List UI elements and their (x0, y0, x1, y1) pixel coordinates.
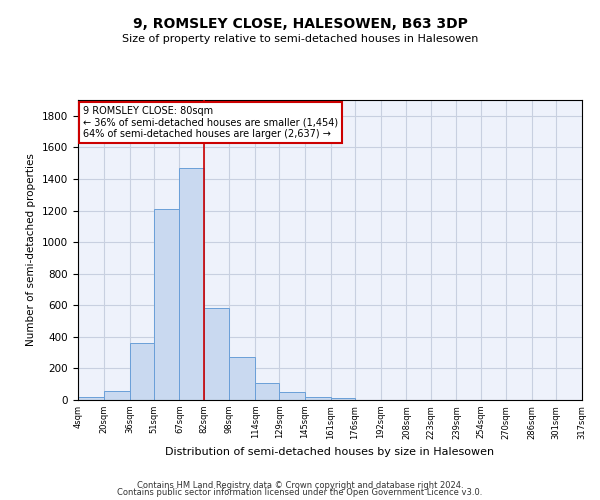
Bar (179, 168, 203, 400)
Text: Contains HM Land Registry data © Crown copyright and database right 2024.: Contains HM Land Registry data © Crown c… (137, 480, 463, 490)
Bar (104, 390, 130, 400)
Y-axis label: Number of semi-detached properties: Number of semi-detached properties (26, 154, 37, 346)
X-axis label: Distribution of semi-detached houses by size in Halesowen: Distribution of semi-detached houses by … (166, 447, 494, 457)
Bar (331, 398, 355, 400)
Text: 9 ROMSLEY CLOSE: 80sqm
← 36% of semi-detached houses are smaller (1,454)
64% of : 9 ROMSLEY CLOSE: 80sqm ← 36% of semi-det… (83, 106, 338, 139)
Text: 9, ROMSLEY CLOSE, HALESOWEN, B63 3DP: 9, ROMSLEY CLOSE, HALESOWEN, B63 3DP (133, 16, 467, 30)
Bar (203, 308, 229, 400)
Text: Contains public sector information licensed under the Open Government Licence v3: Contains public sector information licen… (118, 488, 482, 497)
Bar (78, 397, 104, 400)
Bar (229, 358, 255, 400)
Bar (130, 343, 154, 400)
Bar (279, 392, 305, 400)
Bar (154, 209, 179, 400)
Bar (255, 382, 279, 400)
Bar (305, 397, 331, 400)
Text: Size of property relative to semi-detached houses in Halesowen: Size of property relative to semi-detach… (122, 34, 478, 44)
